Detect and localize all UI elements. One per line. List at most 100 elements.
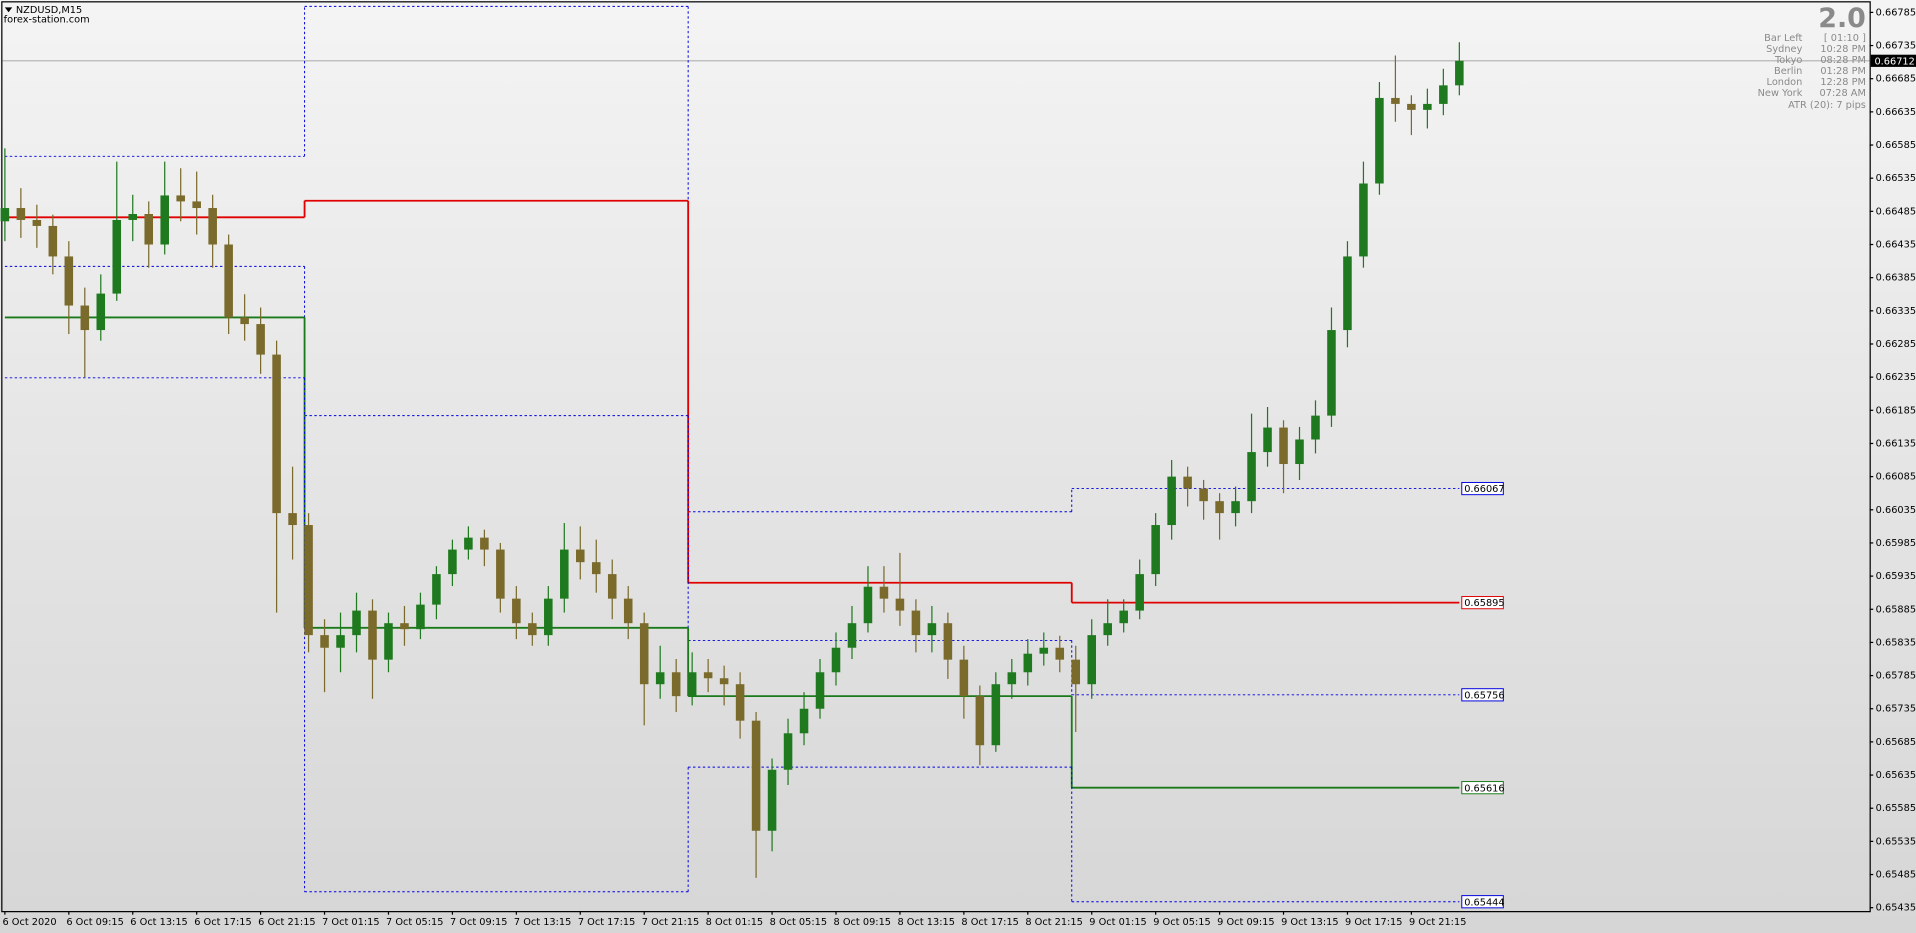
y-tick-label: 0.66035 bbox=[1876, 505, 1916, 516]
candle-body bbox=[767, 769, 777, 831]
candle-body bbox=[655, 672, 665, 685]
candle-body bbox=[1279, 427, 1288, 465]
candle-body bbox=[1055, 647, 1065, 660]
candle-body bbox=[783, 733, 793, 770]
candle-body bbox=[1439, 85, 1448, 104]
candle-body bbox=[1087, 635, 1097, 685]
level-label: 0.66067 bbox=[1464, 484, 1504, 495]
y-tick-label: 0.65835 bbox=[1876, 637, 1916, 648]
candle-body bbox=[160, 195, 169, 245]
candle-body bbox=[927, 623, 937, 636]
candle-body bbox=[831, 647, 841, 673]
candle-body bbox=[432, 574, 441, 605]
x-tick-label: 6 Oct 2020 bbox=[2, 917, 56, 928]
x-tick-label: 9 Oct 05:15 bbox=[1153, 917, 1210, 928]
candle-body bbox=[112, 219, 122, 294]
candle-body bbox=[1391, 97, 1400, 104]
level-label-box bbox=[1461, 688, 1504, 702]
candle-body bbox=[144, 214, 154, 245]
candle-body bbox=[1023, 653, 1033, 673]
candle-body bbox=[1039, 647, 1049, 654]
candle-body bbox=[80, 305, 90, 331]
candle-body bbox=[1423, 103, 1432, 110]
menu-triangle bbox=[4, 7, 13, 13]
y-tick-label: 0.66435 bbox=[1876, 240, 1916, 251]
x-tick-label: 8 Oct 05:15 bbox=[770, 917, 827, 928]
y-tick-label: 0.66335 bbox=[1876, 306, 1916, 317]
x-tick-label: 8 Oct 13:15 bbox=[897, 917, 954, 928]
info-label: London bbox=[1767, 77, 1803, 88]
candle-body bbox=[751, 720, 761, 831]
candle-body bbox=[623, 598, 633, 624]
candle-body bbox=[1135, 574, 1144, 611]
candle-body bbox=[1311, 415, 1320, 440]
atr-label: ATR (20): 7 pips bbox=[1788, 100, 1866, 111]
info-label: Bar Left bbox=[1764, 33, 1802, 44]
candle-body bbox=[512, 598, 521, 624]
candle-body bbox=[464, 537, 473, 550]
candle-body bbox=[975, 696, 985, 746]
info-value: 08:28 PM bbox=[1820, 55, 1866, 66]
candle-body bbox=[863, 586, 873, 624]
x-tick-label: 7 Oct 13:15 bbox=[514, 917, 571, 928]
candle-body bbox=[1215, 501, 1224, 514]
candle-body bbox=[1295, 439, 1304, 465]
candle-body bbox=[48, 225, 58, 257]
candle-body bbox=[1375, 97, 1384, 184]
candle-body bbox=[64, 256, 74, 306]
y-tick-label: 0.66735 bbox=[1876, 41, 1916, 52]
candle-body bbox=[1167, 476, 1176, 526]
y-tick-label: 0.65985 bbox=[1876, 538, 1916, 549]
candle-body bbox=[272, 354, 281, 514]
x-tick-label: 6 Oct 21:15 bbox=[258, 917, 315, 928]
candle-body bbox=[1343, 256, 1352, 331]
x-tick-label: 6 Oct 13:15 bbox=[130, 917, 187, 928]
candle-body bbox=[1455, 60, 1464, 86]
x-tick-label: 8 Oct 01:15 bbox=[706, 917, 763, 928]
price-tag bbox=[1870, 54, 1916, 67]
y-tick-label: 0.65485 bbox=[1876, 870, 1916, 881]
candle-body bbox=[496, 549, 505, 599]
x-tick-label: 8 Oct 17:15 bbox=[961, 917, 1018, 928]
candle-body bbox=[384, 623, 393, 660]
y-tick-label: 0.66635 bbox=[1876, 107, 1916, 118]
candle-body bbox=[368, 610, 377, 660]
candle-body bbox=[1407, 103, 1416, 110]
y-tick-label: 0.66685 bbox=[1876, 74, 1916, 85]
candle-body bbox=[991, 684, 1001, 746]
level-label-box bbox=[1461, 781, 1504, 795]
x-tick-label: 9 Oct 17:15 bbox=[1345, 917, 1402, 928]
y-tick-label: 0.66585 bbox=[1876, 140, 1916, 151]
y-tick-label: 0.65735 bbox=[1876, 704, 1916, 715]
x-tick-label: 9 Oct 01:15 bbox=[1089, 917, 1146, 928]
candle-body bbox=[16, 208, 26, 220]
x-tick-label: 9 Oct 21:15 bbox=[1409, 917, 1466, 928]
candle-body bbox=[288, 513, 297, 526]
candle-body bbox=[799, 708, 809, 734]
level-label: 0.65444 bbox=[1464, 897, 1504, 908]
candle-body bbox=[400, 623, 409, 630]
candle-body bbox=[847, 623, 857, 648]
level-label-box bbox=[1461, 895, 1504, 909]
y-tick-label: 0.65885 bbox=[1876, 604, 1916, 615]
info-value: 10:28 PM bbox=[1820, 44, 1866, 55]
x-tick-label: 9 Oct 09:15 bbox=[1217, 917, 1274, 928]
candle-body bbox=[1151, 525, 1160, 575]
candle-body bbox=[224, 244, 233, 318]
x-tick-label: 9 Oct 13:15 bbox=[1281, 917, 1338, 928]
x-tick-label: 8 Oct 09:15 bbox=[834, 917, 891, 928]
symbol-label: NZDUSD,M15 bbox=[16, 5, 82, 16]
version-label: 2.0 bbox=[1818, 3, 1866, 34]
candle-body bbox=[1199, 488, 1208, 502]
candle-body bbox=[304, 525, 313, 636]
y-tick-label: 0.66185 bbox=[1876, 405, 1916, 416]
candle-body bbox=[959, 659, 969, 697]
candle-body bbox=[1327, 330, 1336, 416]
y-tick-label: 0.66785 bbox=[1876, 7, 1916, 18]
candle-body bbox=[32, 219, 42, 226]
candle-body bbox=[879, 586, 889, 599]
candle-body bbox=[256, 324, 265, 355]
